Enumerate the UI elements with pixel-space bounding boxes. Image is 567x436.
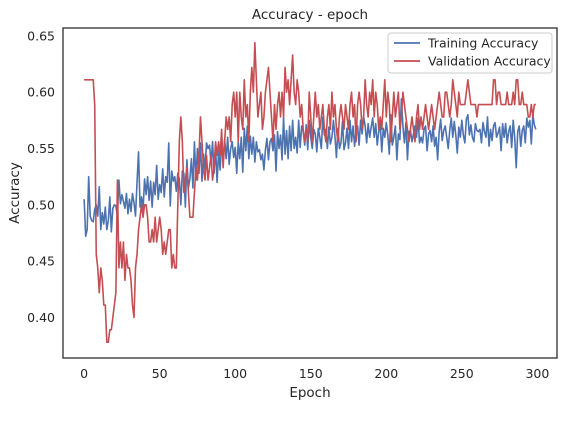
x-tick-label: 150: [299, 366, 323, 381]
y-axis-title: Accuracy: [7, 162, 23, 224]
plot-frame: [62, 27, 558, 359]
chart-title: Accuracy - epoch: [252, 7, 368, 23]
y-tick-label: 0.55: [27, 141, 55, 156]
series-line-validation-accuracy: [84, 41, 536, 344]
y-tick-label: 0.50: [27, 197, 55, 212]
y-axis-ticks: 0.40 0.45 0.50 0.55 0.60 0.65: [27, 28, 55, 325]
y-tick-label: 0.60: [27, 85, 55, 100]
x-tick-label: 200: [374, 366, 398, 381]
x-axis-title: Epoch: [289, 385, 330, 401]
x-tick-label: 0: [80, 366, 88, 381]
x-tick-label: 250: [450, 366, 474, 381]
x-axis-ticks: 0 50 100 150 200 250 300: [80, 366, 549, 381]
x-tick-label: 100: [223, 366, 247, 381]
y-tick-label: 0.40: [27, 310, 55, 325]
legend: Training Accuracy Validation Accuracy: [387, 32, 553, 74]
legend-label-training: Training Accuracy: [427, 36, 539, 51]
series-line-training-accuracy: [83, 98, 537, 238]
y-tick-label: 0.45: [27, 254, 55, 269]
x-tick-label: 50: [152, 366, 168, 381]
y-tick-label: 0.65: [27, 28, 55, 43]
legend-box: [387, 32, 553, 74]
x-tick-label: 300: [525, 366, 549, 381]
series-layer: [83, 41, 537, 344]
legend-label-validation: Validation Accuracy: [428, 54, 551, 69]
